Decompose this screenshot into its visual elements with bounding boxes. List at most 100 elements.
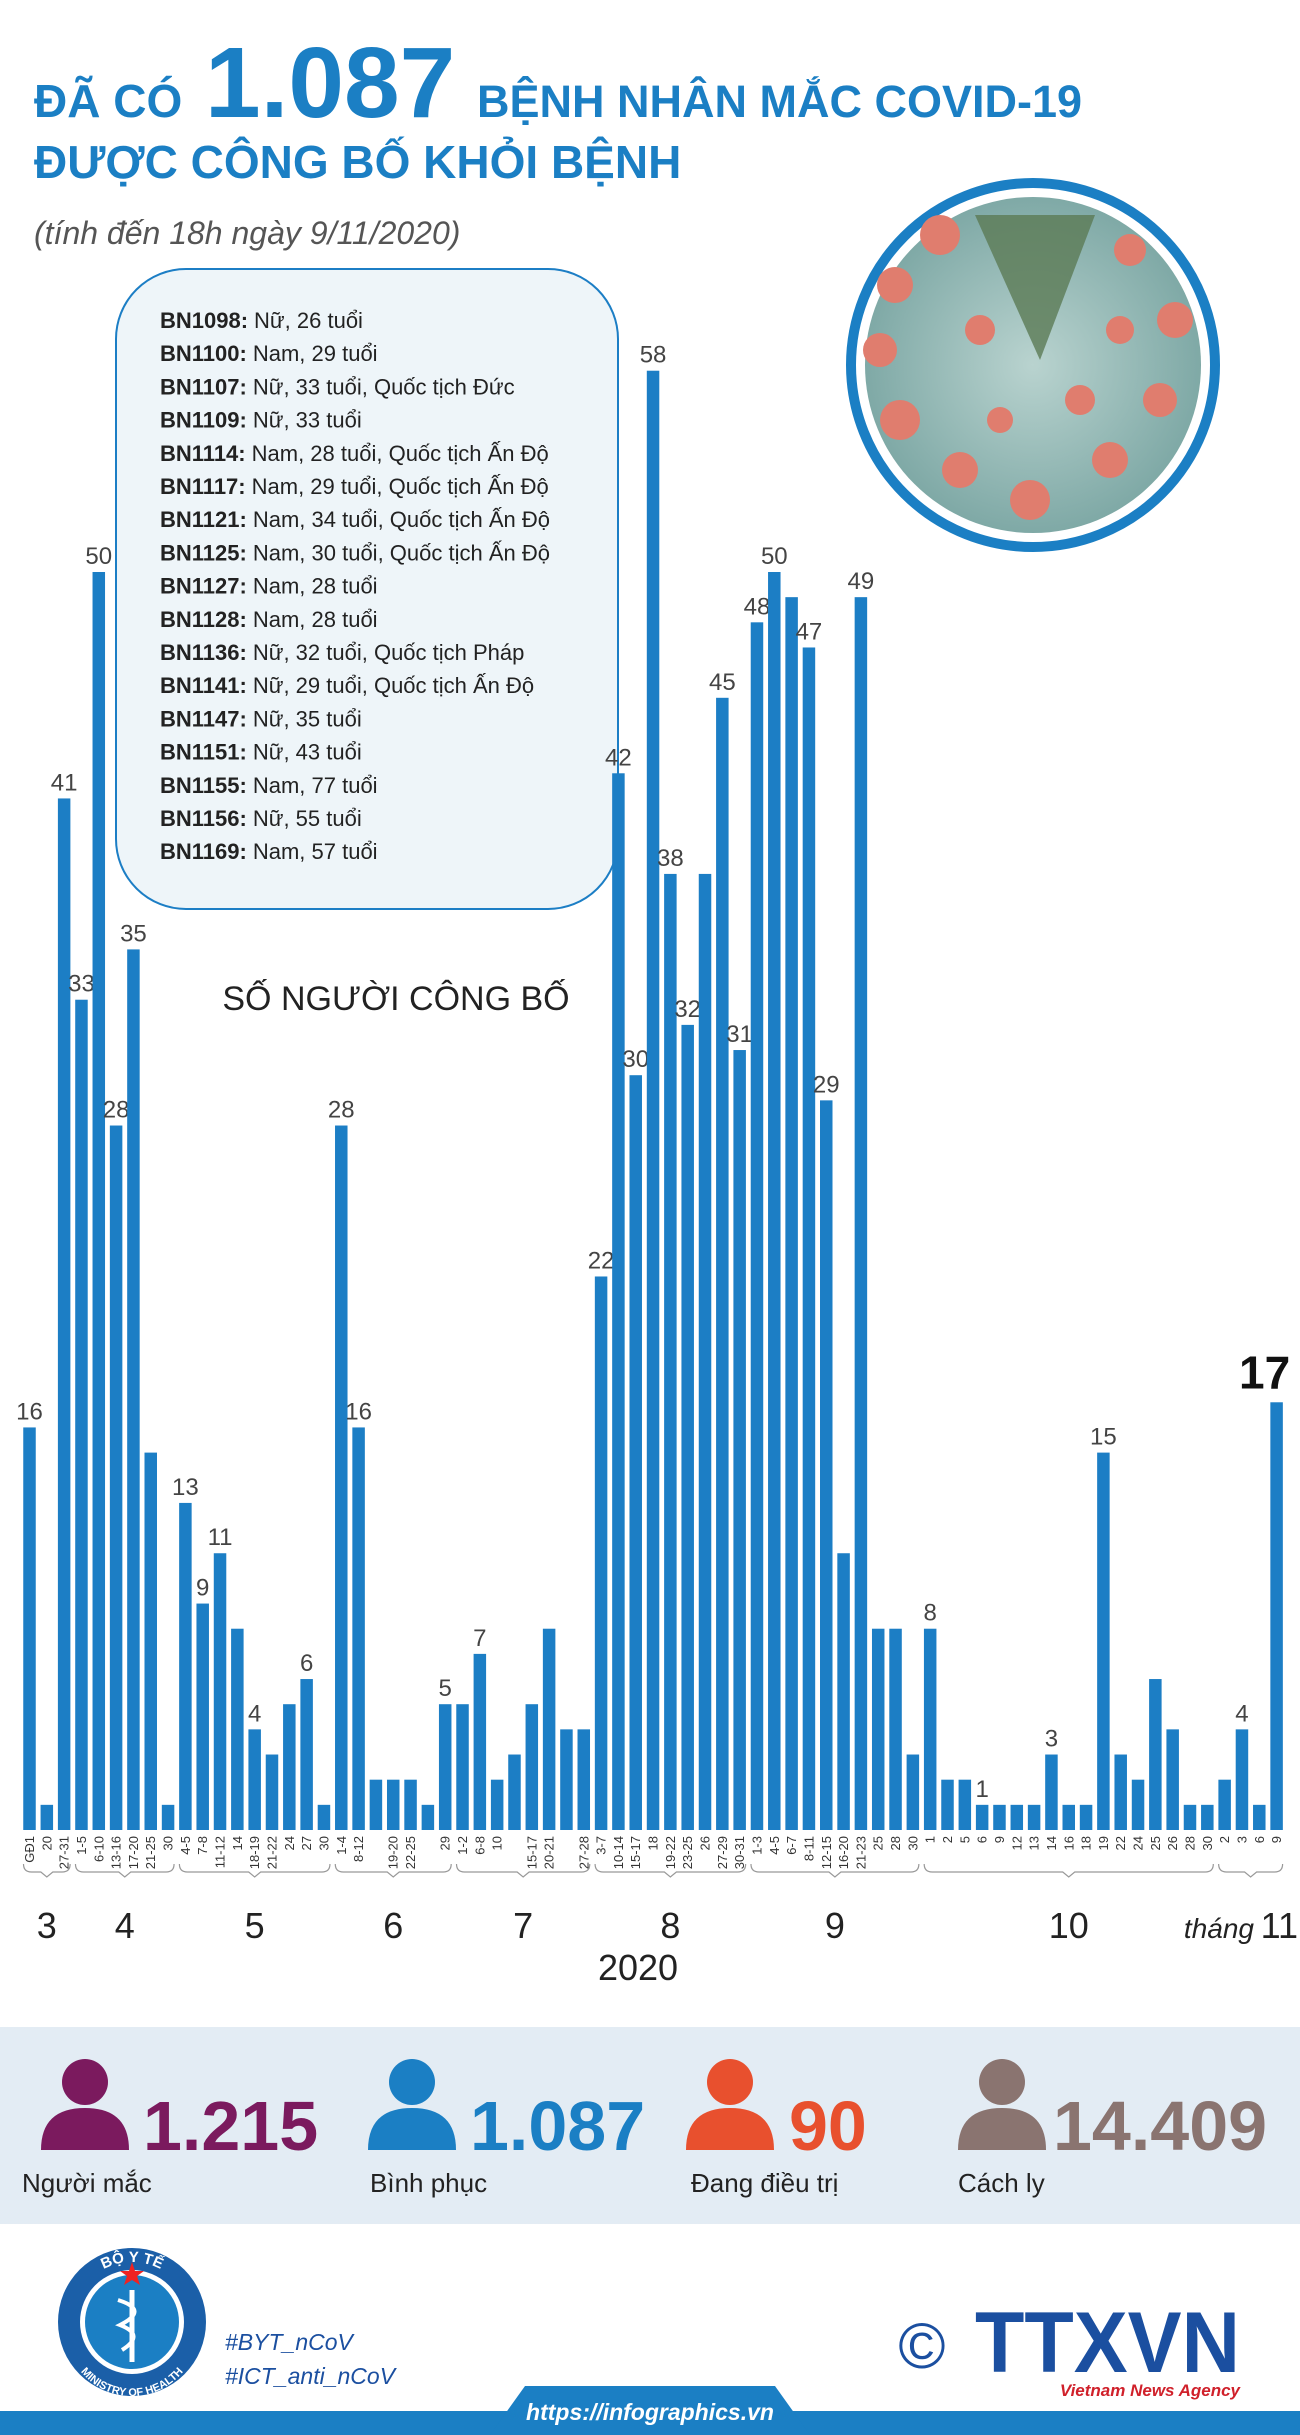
x-tick-label: 13-16: [109, 1836, 124, 1869]
patient-entry: BN1141: Nữ, 29 tuổi, Quốc tịch Ấn Độ: [160, 673, 534, 698]
person-icon-head: [979, 2059, 1025, 2105]
patient-entry: BN1127: Nam, 28 tuổi: [160, 574, 378, 599]
title-prefix: ĐÃ CÓ: [34, 75, 182, 127]
person-icon-body: [958, 2108, 1046, 2150]
stat-label: Bình phục: [370, 2168, 487, 2198]
patient-id: BN1169:: [160, 839, 247, 864]
x-tick-label: 24: [282, 1836, 297, 1850]
agency-logo: TTXVN: [975, 2295, 1240, 2391]
month-label: 6: [383, 1905, 403, 1946]
x-tick-label: 28: [1182, 1836, 1197, 1850]
person-icon-body: [368, 2108, 456, 2150]
value-label: 29: [813, 1071, 840, 1098]
x-tick-label: 25: [871, 1836, 886, 1850]
bar: [300, 1679, 313, 1830]
bar: [23, 1427, 36, 1830]
month-bracket: [1218, 1863, 1284, 1878]
url: https://infographics.vn: [526, 2399, 774, 2425]
month-label: 3: [37, 1905, 57, 1946]
value-label: 47: [796, 618, 823, 645]
month-bracket: [74, 1863, 175, 1878]
bar: [612, 773, 625, 1830]
x-tick-label: 19-22: [663, 1836, 678, 1869]
patient-entry: BN1121: Nam, 34 tuổi, Quốc tịch Ấn Độ: [160, 507, 550, 532]
patient-id: BN1098:: [160, 308, 248, 333]
patient-id: BN1127:: [160, 574, 247, 599]
value-label: 32: [674, 996, 701, 1023]
bar: [1149, 1679, 1162, 1830]
title-suffix: BỆNH NHÂN MẮC COVID-19: [477, 76, 1082, 127]
title-number: 1.087: [205, 27, 455, 139]
bar: [317, 1804, 331, 1830]
value-label: 6: [300, 1650, 313, 1677]
x-tick-label: 11-12: [213, 1836, 228, 1868]
bar: [57, 798, 71, 1831]
x-tick-label: 8-11: [801, 1836, 816, 1861]
bar: [1062, 1804, 1075, 1830]
stat-label: Cách ly: [958, 2168, 1045, 2198]
month-label: 10: [1049, 1905, 1089, 1946]
month-label: 8: [660, 1905, 680, 1946]
month-bracket: [594, 1863, 747, 1878]
bar: [1131, 1779, 1145, 1830]
x-tick-label: 3-7: [594, 1836, 609, 1855]
chart-title: SỐ NGƯỜI CÔNG BỐ: [222, 979, 569, 1018]
value-label: 4: [248, 1700, 261, 1727]
x-tick-label: 30: [1200, 1836, 1215, 1850]
value-label: 31: [726, 1021, 753, 1048]
x-tick-label: 6-10: [91, 1836, 106, 1862]
x-tick-label: 7-8: [195, 1836, 210, 1855]
patient-id: BN1136:: [160, 640, 247, 665]
x-tick-label: 27-29: [715, 1836, 730, 1869]
x-tick-label: 10: [490, 1836, 505, 1850]
value-label: 33: [68, 971, 95, 998]
title-line2: ĐƯỢC CÔNG BỐ KHỎI BỆNH: [34, 136, 681, 188]
person-icon-head: [707, 2059, 753, 2105]
bar: [1270, 1402, 1283, 1830]
stats-band: [0, 2027, 1300, 2224]
patient-entry: BN1147: Nữ, 35 tuổi: [160, 706, 362, 731]
bar: [1097, 1452, 1110, 1830]
x-tick-label: 30-31: [732, 1836, 747, 1869]
value-label: 42: [605, 744, 632, 771]
bar: [1166, 1729, 1179, 1830]
bar: [213, 1553, 227, 1830]
bar: [127, 949, 140, 1830]
bar: [369, 1779, 383, 1830]
patient-id: BN1109:: [160, 408, 247, 433]
patient-id: BN1121:: [160, 507, 247, 532]
x-tick-label: 19: [1096, 1836, 1111, 1850]
x-tick-label: 9: [1269, 1836, 1284, 1843]
x-tick-label: 20-21: [542, 1836, 557, 1869]
bar: [716, 697, 729, 1830]
x-tick-label: 19-20: [386, 1836, 401, 1869]
x-tick-label: 2: [1217, 1836, 1232, 1843]
x-tick-label: 18: [646, 1836, 661, 1850]
bar: [820, 1100, 833, 1830]
x-tick-label: 10-14: [611, 1836, 626, 1869]
bar: [161, 1804, 175, 1830]
value-label: 7: [473, 1625, 486, 1652]
x-tick-label: 6-7: [784, 1836, 799, 1855]
bar: [1114, 1754, 1127, 1830]
bar: [629, 1075, 642, 1830]
bar: [854, 597, 868, 1831]
patient-id: BN1107:: [160, 374, 247, 399]
bar: [1218, 1779, 1231, 1830]
bar: [40, 1804, 54, 1830]
hashtag: #ICT_anti_nCoV: [225, 2363, 398, 2389]
patient-entry: BN1136: Nữ, 32 tuổi, Quốc tịch Pháp: [160, 640, 524, 665]
bar: [248, 1729, 261, 1830]
bar: [1079, 1804, 1093, 1830]
month-label: 5: [245, 1905, 265, 1946]
month-label: 11: [1261, 1905, 1298, 1946]
patient-id: BN1114:: [160, 441, 246, 466]
x-tick-label: 29: [438, 1836, 453, 1850]
month-bracket: [22, 1863, 71, 1878]
month-label: 4: [115, 1905, 135, 1946]
patient-id: BN1100:: [160, 341, 247, 366]
month-bracket: [455, 1863, 591, 1878]
bar: [335, 1125, 348, 1830]
bar: [1010, 1804, 1024, 1830]
bar: [1045, 1754, 1058, 1830]
